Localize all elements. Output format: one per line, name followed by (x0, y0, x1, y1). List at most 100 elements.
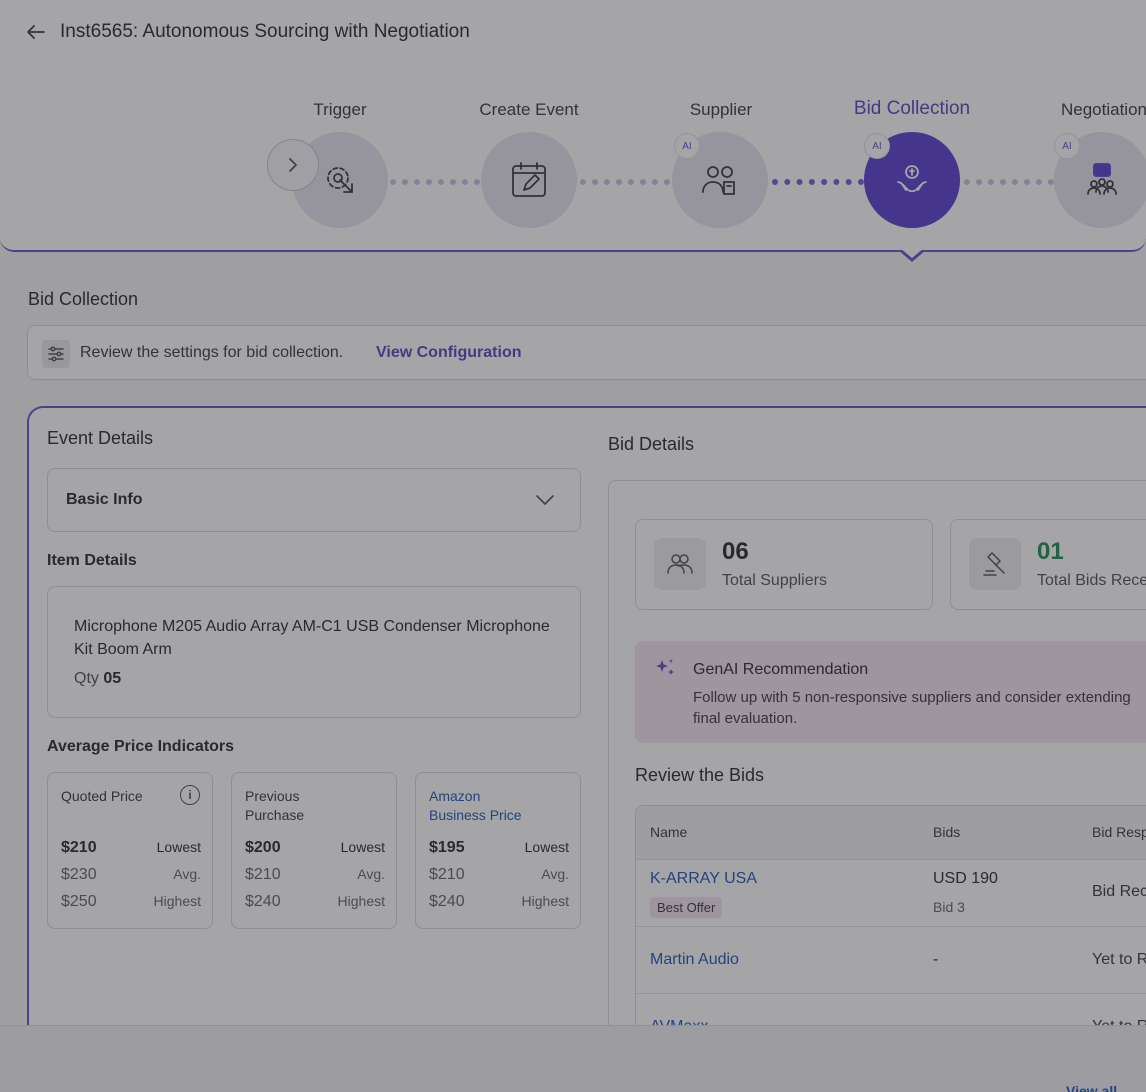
cursor-target-icon (327, 167, 353, 193)
price-label: Lowest (156, 839, 201, 855)
price-label: Avg. (541, 866, 569, 882)
price-row-lowest: $195 Lowest (429, 839, 569, 857)
qty-value: 05 (103, 670, 122, 687)
item-name: Microphone M205 Audio Array AM-C1 USB Co… (74, 618, 550, 658)
stat-value: 01 (1037, 538, 1064, 565)
price-row-highest: $240 Highest (429, 893, 569, 911)
step-label-negotiation: Negotiation (1060, 100, 1146, 119)
view-all-link[interactable]: View all (1066, 1083, 1118, 1092)
bid-response: Yet to R (1092, 951, 1146, 968)
workflow-stepper: Trigger Create Event Supplier Bid Collec… (0, 90, 1146, 240)
step-label-supplier: Supplier (689, 100, 753, 119)
price-value: $240 (245, 893, 281, 910)
back-arrow-icon[interactable] (24, 20, 48, 44)
price-value: $250 (61, 893, 97, 910)
config-description: Review the settings for bid collection. (80, 344, 344, 361)
price-card-previous: Previous Purchase $200 Lowest $210 Avg. … (231, 772, 397, 929)
step-connector (964, 179, 1054, 185)
table-row[interactable]: K-ARRAY USA Best Offer USD 190 Bid 3 Bid… (636, 860, 1146, 927)
negotiation-group-icon (1087, 163, 1117, 195)
stat-label: Total Bids Rece (1037, 572, 1146, 589)
genai-line: final evaluation. (693, 710, 798, 727)
column-header[interactable]: Name (650, 824, 688, 840)
ai-badge: AI (865, 134, 889, 158)
bid-details-title: Bid Details (608, 434, 695, 454)
users-group-icon (654, 538, 706, 590)
price-row-highest: $250 Highest (61, 893, 201, 911)
supplier-name-link[interactable]: Martin Audio (650, 951, 739, 968)
step-label-bid-collection: Bid Collection (853, 98, 971, 119)
stat-label: Total Suppliers (722, 572, 827, 589)
bids-table: Name Bids Bid Resp K-ARRAY USA Best Offe… (635, 805, 1146, 1092)
chevron-down-icon (536, 495, 554, 505)
bid-collection-card: Event Details Basic Info Item Details Mi… (27, 406, 1146, 1092)
qty-label: Qty (74, 670, 99, 687)
stepper-toggle-button[interactable] (267, 139, 319, 191)
bid-amount: - (933, 951, 939, 968)
active-step-pointer (898, 248, 926, 262)
view-configuration-link[interactable]: View Configuration (376, 344, 522, 361)
chevron-right-icon (289, 158, 297, 172)
price-card-title: Quoted Price (61, 788, 143, 804)
stat-total-suppliers: 06 Total Suppliers (635, 519, 933, 610)
price-row-avg: $210 Avg. (245, 866, 385, 884)
table-row[interactable]: Martin Audio - Yet to R (636, 927, 1146, 994)
section-title: Bid Collection (28, 289, 139, 309)
price-row-lowest: $200 Lowest (245, 839, 385, 857)
workflow-header: Inst6565: Autonomous Sourcing with Negot… (0, 0, 1146, 252)
step-connector (772, 179, 864, 185)
calendar-edit-icon (512, 162, 546, 197)
step-create-event[interactable] (481, 132, 577, 228)
info-icon[interactable]: i (180, 785, 200, 805)
price-label: Lowest (524, 839, 569, 855)
item-details-box: Microphone M205 Audio Array AM-C1 USB Co… (47, 586, 581, 718)
step-label-create-event: Create Event (479, 100, 579, 119)
bid-response: Bid Rec (1092, 883, 1146, 900)
ai-badge: AI (1055, 134, 1079, 158)
step-connector (390, 179, 480, 185)
price-value: $195 (429, 839, 465, 856)
bid-details-panel: 06 Total Suppliers 01 Total Bids Rece (608, 480, 1146, 1092)
genai-title: GenAI Recommendation (693, 661, 869, 678)
price-row-avg: $210 Avg. (429, 866, 569, 884)
best-offer-badge: Best Offer (650, 897, 723, 918)
genai-text: Follow up with 5 non-responsive supplier… (693, 687, 1146, 729)
config-bar: Review the settings for bid collection. … (27, 325, 1146, 380)
step-label-trigger: Trigger (313, 100, 367, 119)
price-label: Highest (337, 893, 385, 909)
price-row-lowest: $210 Lowest (61, 839, 201, 857)
basic-info-label: Basic Info (66, 491, 143, 508)
price-label: Highest (521, 893, 569, 909)
price-value: $230 (61, 866, 97, 883)
basic-info-accordion[interactable]: Basic Info (47, 468, 581, 532)
price-label: Highest (153, 893, 201, 909)
stat-total-bids: 01 Total Bids Rece (950, 519, 1146, 610)
price-card-quoted: Quoted Price i $210 Lowest $230 Avg. $25… (47, 772, 213, 929)
price-label: Lowest (340, 839, 385, 855)
price-value: $240 (429, 893, 465, 910)
table-header: Name Bids Bid Resp (636, 806, 1146, 860)
genai-line: Follow up with 5 non-responsive supplier… (693, 689, 1131, 706)
event-details-title: Event Details (47, 428, 154, 448)
column-header[interactable]: Bids (933, 824, 961, 840)
page-title: Inst6565: Autonomous Sourcing with Negot… (60, 21, 470, 42)
price-card-title: Previous Purchase (245, 788, 305, 823)
genai-recommendation: GenAI Recommendation Follow up with 5 no… (635, 641, 1146, 743)
price-value: $210 (61, 839, 97, 856)
sparkle-icon (656, 659, 674, 675)
price-label: Avg. (173, 866, 201, 882)
item-quantity: Qty 05 (74, 670, 121, 688)
hand-money-icon (897, 165, 927, 193)
amazon-price-link[interactable]: Amazon Business Price (429, 788, 522, 823)
step-connector (580, 179, 670, 185)
supplier-name-link[interactable]: K-ARRAY USA (650, 870, 757, 887)
stat-value: 06 (722, 538, 749, 565)
review-bids-title: Review the Bids (635, 765, 765, 785)
footer-bar: View all (0, 1025, 1146, 1092)
column-header[interactable]: Bid Resp (1092, 824, 1146, 840)
price-card-amazon: Amazon Business Price $195 Lowest $210 A… (415, 772, 581, 929)
price-row-avg: $230 Avg. (61, 866, 201, 884)
sliders-icon (42, 340, 70, 368)
gavel-icon (969, 538, 1021, 590)
